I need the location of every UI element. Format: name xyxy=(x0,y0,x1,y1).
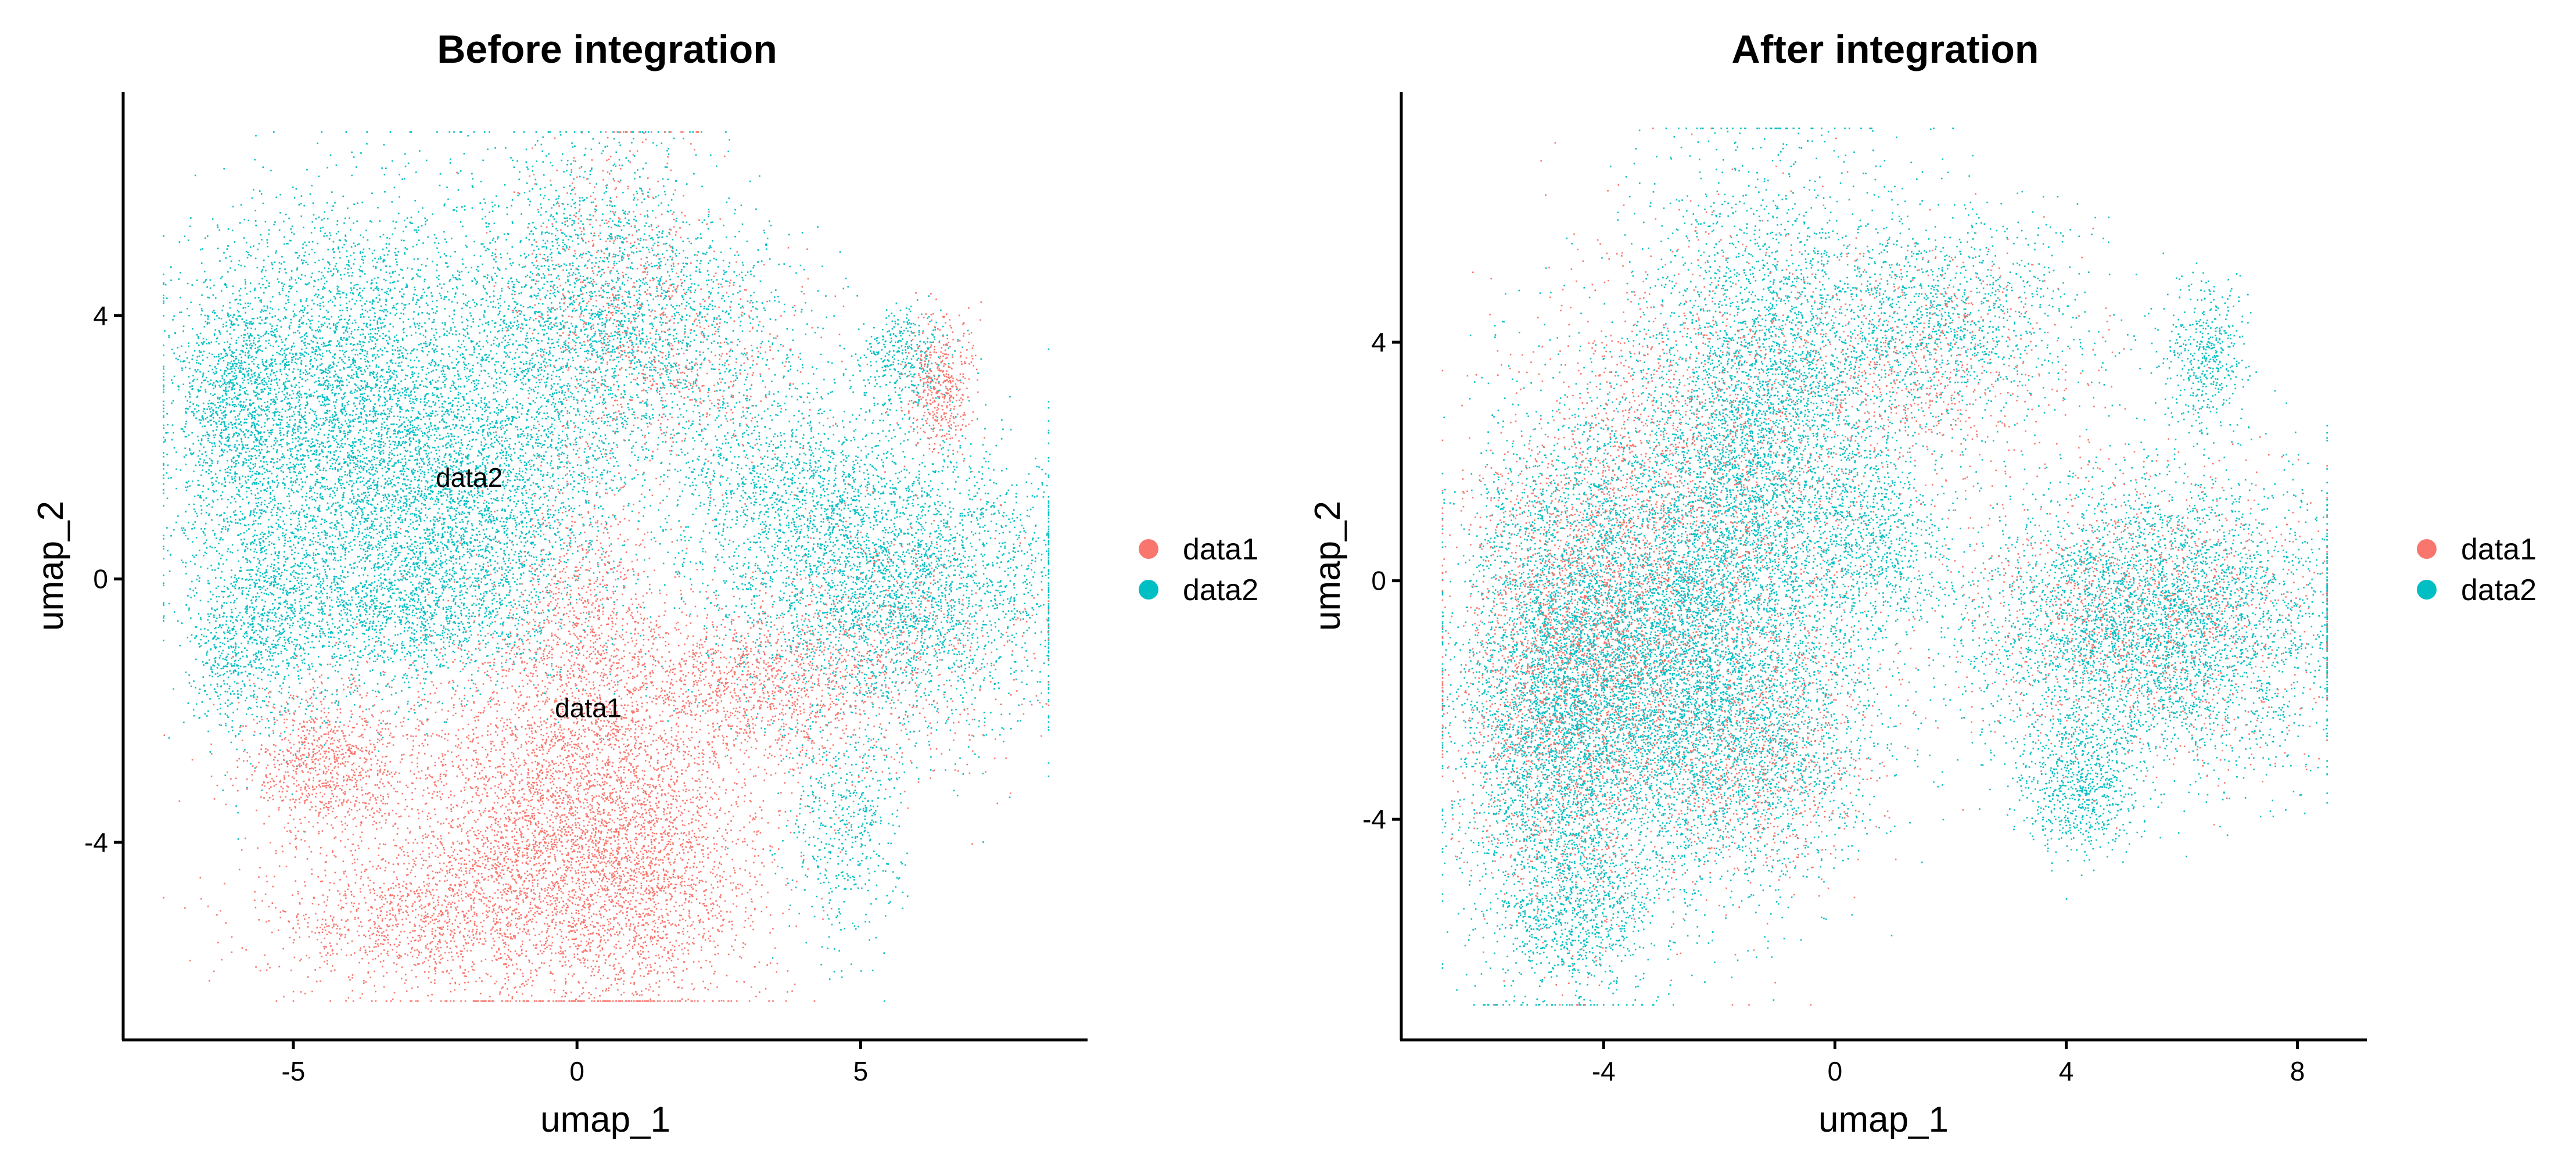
scatter-points xyxy=(1441,127,2328,1006)
x-ticks: -5 0 5 xyxy=(281,1040,868,1086)
y-tick-label: 0 xyxy=(1371,566,1386,596)
legend-label-data1: data1 xyxy=(2461,533,2536,566)
y-axis-title: umap_2 xyxy=(1308,501,1348,631)
panel-title: After integration xyxy=(1732,27,2039,71)
x-tick-label: 8 xyxy=(2290,1056,2305,1086)
x-axis-title: umap_1 xyxy=(540,1100,670,1140)
y-ticks: -4 0 4 xyxy=(1362,327,1401,834)
x-tick-label: 0 xyxy=(569,1056,584,1086)
legend: data1 data2 xyxy=(2417,533,2536,607)
legend-marker-data1 xyxy=(2417,539,2437,559)
series-points-data1 xyxy=(1591,193,2328,984)
legend-label-data2: data2 xyxy=(2461,573,2536,607)
series-points-data2 xyxy=(1441,200,1880,1006)
y-axis-title: umap_2 xyxy=(31,501,71,631)
x-tick-label: 5 xyxy=(853,1056,869,1086)
cluster-label-data2: data2 xyxy=(436,462,503,493)
legend-label-data1: data1 xyxy=(1183,533,1258,566)
legend-marker-data1 xyxy=(1139,539,1158,559)
series-points-data1 xyxy=(456,131,1050,903)
series-points-data1 xyxy=(1441,133,1929,1006)
series-points-data2 xyxy=(193,131,911,752)
y-tick-label: 0 xyxy=(93,564,108,594)
x-tick-label: 0 xyxy=(1828,1056,1843,1086)
x-tick-label: -5 xyxy=(281,1056,305,1086)
x-tick-label: 4 xyxy=(2059,1056,2074,1086)
y-tick-label: -4 xyxy=(84,827,108,857)
x-tick-label: -4 xyxy=(1592,1056,1616,1086)
y-tick-label: 4 xyxy=(93,300,108,331)
y-ticks: -4 0 4 xyxy=(84,300,123,857)
cluster-labels: data2 data1 xyxy=(436,462,622,723)
y-tick-label: 4 xyxy=(1371,327,1386,357)
after-integration-panel: After integration -4 0 4 8 -4 0 4 umap_1 umap… xyxy=(1308,27,2536,1140)
legend-marker-data2 xyxy=(1139,580,1158,600)
series-points-data1 xyxy=(1441,127,2328,1006)
series-points-data2 xyxy=(1451,127,2328,1006)
scatter-points xyxy=(163,131,1050,1002)
legend-marker-data2 xyxy=(2417,580,2437,600)
x-ticks: -4 0 4 8 xyxy=(1592,1040,2305,1086)
x-axis-title: umap_1 xyxy=(1818,1100,1949,1140)
series-points-data1 xyxy=(213,446,902,1002)
legend: data1 data2 xyxy=(1139,533,1258,607)
legend-label-data2: data2 xyxy=(1183,573,1258,607)
cluster-label-data1: data1 xyxy=(555,693,622,723)
panel-title: Before integration xyxy=(437,27,777,71)
y-tick-label: -4 xyxy=(1362,804,1386,834)
